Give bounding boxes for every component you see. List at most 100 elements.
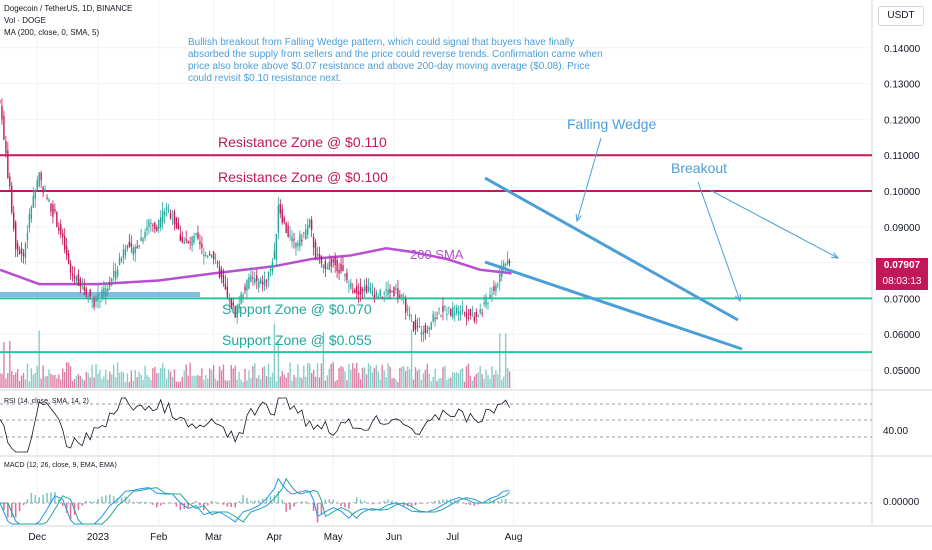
- macd-histogram-bar: [203, 503, 205, 511]
- y-tick-label: 0.13000: [884, 80, 921, 91]
- volume-bar: [167, 369, 170, 388]
- macd-histogram-bar: [89, 501, 91, 503]
- macd-histogram-bar: [285, 503, 287, 512]
- y-tick-label: 0.14000: [884, 44, 921, 55]
- candle-body: [99, 301, 101, 303]
- volume-bar: [501, 379, 503, 388]
- candle-body: [101, 289, 103, 300]
- candle-body: [167, 209, 170, 211]
- volume-bar: [485, 369, 487, 388]
- macd-histogram-bar: [469, 503, 472, 506]
- candle-body: [277, 205, 280, 233]
- volume-bar: [436, 380, 438, 388]
- volume-bar: [138, 372, 140, 388]
- candle-body: [28, 213, 31, 228]
- volume-bar: [308, 363, 311, 388]
- callout-arrows: [575, 137, 840, 303]
- candle-body: [312, 236, 315, 248]
- volume-bar: [26, 363, 29, 388]
- candle-body: [169, 213, 172, 219]
- support-zone-055-label: Support Zone @ $0.055: [222, 332, 372, 348]
- rsi-level-label: 40.00: [883, 426, 909, 437]
- candle-body: [16, 243, 19, 251]
- macd-histogram-bar: [399, 503, 401, 504]
- rsi-panel: [0, 397, 872, 453]
- macd-histogram-bar: [497, 500, 499, 503]
- candle-body: [228, 298, 231, 301]
- candle-body: [338, 269, 340, 274]
- candle-body: [363, 286, 366, 292]
- volume-bar: [324, 380, 327, 388]
- last-price-tag: 0.07907: [876, 258, 928, 274]
- volume-bar: [65, 362, 68, 388]
- candle-body: [383, 292, 385, 294]
- macd-histogram-bar: [65, 503, 68, 513]
- candle-body: [334, 257, 336, 266]
- volume-bar: [271, 372, 274, 388]
- volume-bar: [438, 378, 440, 388]
- candle-body: [73, 275, 76, 279]
- macd-histogram-bar: [265, 497, 268, 503]
- candle-body: [391, 291, 393, 293]
- volume-bar: [340, 365, 342, 388]
- volume-bar: [124, 381, 127, 388]
- candle-body: [504, 263, 507, 265]
- macd-histogram-bar: [371, 503, 374, 505]
- macd-histogram-bar: [430, 501, 432, 503]
- macd-histogram-bar: [14, 503, 17, 518]
- candle-body: [414, 320, 417, 330]
- candle-body: [236, 305, 238, 319]
- candle-body: [346, 272, 348, 280]
- volume-bar: [365, 374, 368, 388]
- volume-bars: [0, 323, 511, 388]
- candle-body: [163, 211, 166, 216]
- volume-bar: [28, 381, 31, 388]
- macd-histogram-bar: [156, 503, 158, 508]
- macd-histogram-bar: [324, 499, 327, 503]
- currency-button[interactable]: USDT: [878, 6, 924, 26]
- candle-body: [14, 222, 17, 250]
- macd-histogram-bar: [144, 501, 146, 503]
- candle-body: [3, 116, 5, 140]
- candle-body: [156, 227, 158, 232]
- candle-body: [489, 294, 491, 298]
- volume-bar: [408, 369, 411, 388]
- macd-histogram-bar: [85, 500, 88, 503]
- macd-histogram-bar: [301, 501, 303, 503]
- breakout-label: Breakout: [671, 160, 728, 176]
- wedge-upper-line: [484, 176, 739, 322]
- volume-bar: [114, 377, 117, 388]
- volume-bar: [273, 323, 276, 388]
- volume-bar: [199, 376, 201, 388]
- candle-body: [403, 296, 405, 299]
- volume-bar: [203, 379, 205, 388]
- candle-body: [171, 218, 174, 220]
- volume-bar: [128, 381, 131, 388]
- volume-bar: [375, 365, 378, 388]
- candle-body: [199, 241, 201, 245]
- candle-body: [258, 281, 260, 288]
- candle-body: [158, 219, 160, 229]
- macd-histogram-bar: [152, 503, 154, 505]
- candle-body: [299, 234, 301, 247]
- volume-bar: [289, 362, 291, 388]
- wedge-lower-line: [484, 260, 743, 351]
- macd-histogram-bar: [26, 499, 29, 503]
- candle-body: [13, 212, 15, 229]
- candle-body: [197, 232, 199, 239]
- volume-bar: [169, 371, 172, 388]
- candle-body: [436, 317, 438, 319]
- candle-body: [65, 246, 68, 256]
- volume-bar: [87, 372, 89, 388]
- support-zone-highlight: [0, 292, 200, 297]
- candle-body: [20, 248, 23, 254]
- macd-histogram-bar: [108, 494, 111, 503]
- macd-histogram-bar: [402, 503, 405, 506]
- candle-body: [340, 263, 342, 272]
- volume-bar: [97, 373, 99, 388]
- macd-histogram-bar: [254, 500, 256, 503]
- candle-body: [105, 288, 107, 297]
- volume-bar: [118, 372, 121, 388]
- volume-bar: [359, 379, 362, 388]
- analysis-annotation: Bullish breakout from Falling Wedge patt…: [188, 37, 603, 84]
